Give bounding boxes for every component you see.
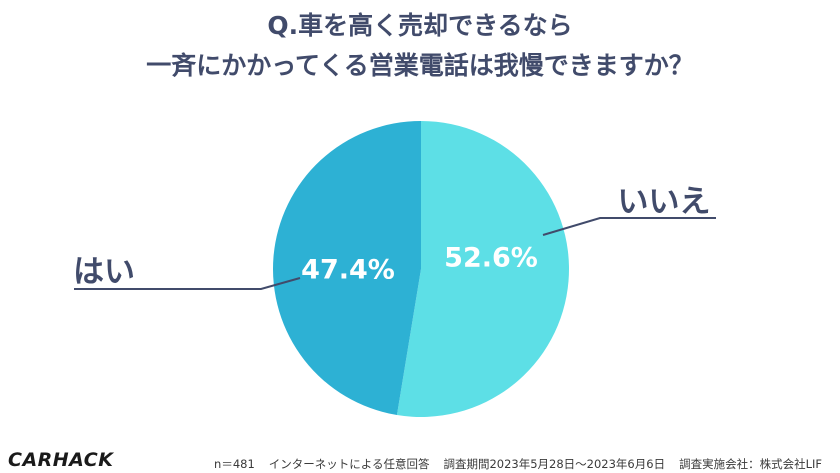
- chart-title-line-2: 一斉にかかってくる営業電話は我慢できますか？: [146, 51, 694, 80]
- carhack-logo: CARHACK: [8, 449, 114, 471]
- chart-title-line-1: Q.車を高く売却できるなら: [267, 11, 573, 40]
- leader-line-hai: [74, 277, 301, 290]
- pie-slice-iie: [396, 121, 569, 417]
- leader-line-iie: [542, 217, 716, 236]
- survey-company: 調査実施会社：株式会社LIF: [679, 457, 822, 471]
- pie-category-label-iie: いいえ: [618, 184, 711, 220]
- survey-note: n＝481 インターネットによる任意回答 調査期間2023年5月28日〜2023年6…: [200, 456, 822, 472]
- pie-slice-hai: [272, 120, 421, 416]
- sample-size: n＝481: [214, 457, 255, 471]
- chart-title: Q.車を高く売却できるなら 一斉にかかってくる営業電話は我慢できますか？: [0, 6, 840, 86]
- survey-period: 調査期間2023年5月28日〜2023年6月6日: [443, 457, 666, 471]
- pie-value-label-hai: 47.4%: [301, 255, 395, 286]
- pie-category-label-hai: はい: [73, 254, 135, 290]
- pie-value-label-iie: 52.6%: [444, 243, 538, 274]
- survey-method: インターネットによる任意回答: [268, 457, 430, 471]
